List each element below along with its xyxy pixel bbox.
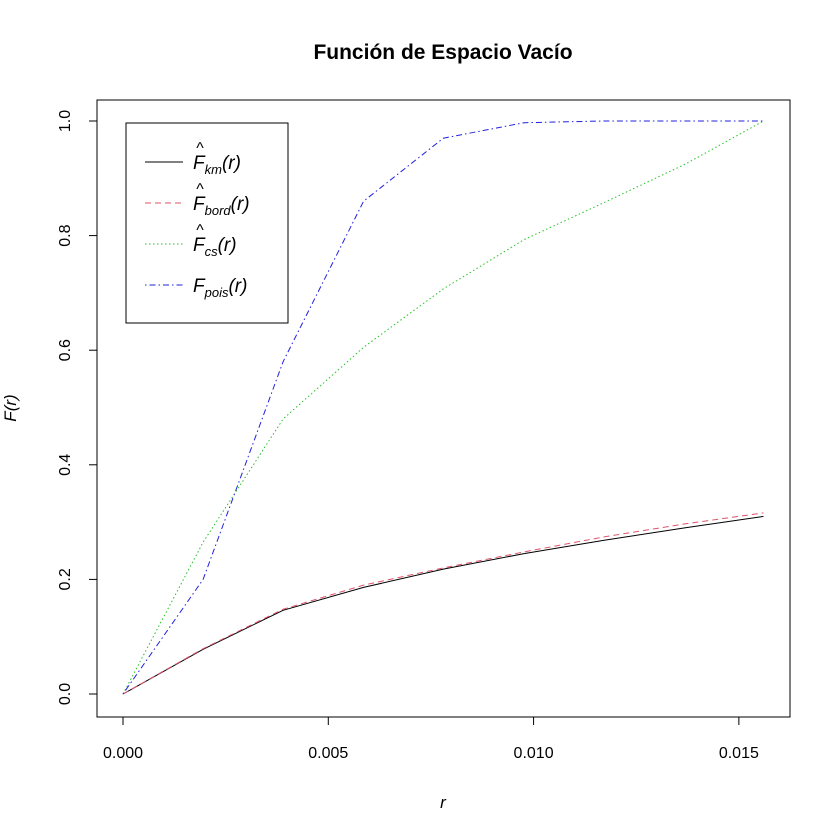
legend: ^Fkm(r)^Fbord(r)^Fcs(r)Fpois(r)	[125, 122, 289, 324]
y-axis: 0.0 0.2 0.4 0.6 0.8 1.0	[57, 110, 98, 705]
legend-hat-mark: ^	[196, 140, 204, 157]
x-tick-label: 0.005	[308, 745, 348, 762]
y-tick-label: 0.4	[57, 454, 74, 476]
x-tick-label: 0.010	[514, 745, 554, 762]
legend-hat-mark: ^	[196, 181, 204, 198]
y-tick-label: 0.6	[57, 339, 74, 361]
x-axis: 0.000 0.005 0.010 0.015	[103, 716, 759, 762]
legend-label-cs: Fcs(r)	[193, 235, 237, 259]
y-tick-label: 0.2	[57, 568, 74, 590]
y-tick-label: 1.0	[57, 110, 74, 132]
legend-hat-mark: ^	[196, 222, 204, 239]
legend-label-pois: Fpois(r)	[193, 276, 247, 300]
x-tick-label: 0.015	[719, 745, 759, 762]
y-tick-label: 0.8	[57, 224, 74, 246]
legend-label-km: Fkm(r)	[193, 153, 241, 177]
y-axis-label: F(r)	[1, 394, 20, 421]
series-line-cs	[122, 120, 764, 695]
legend-box	[125, 122, 289, 324]
x-axis-label: r	[440, 793, 447, 812]
series-line-bord	[122, 512, 764, 695]
legend-label-bord: Fbord(r)	[193, 194, 250, 218]
y-tick-label: 0.0	[57, 683, 74, 705]
series-line-km	[122, 515, 764, 695]
x-tick-label: 0.000	[103, 745, 143, 762]
series-line-pois	[122, 120, 764, 695]
series-layer	[122, 120, 764, 695]
chart-title: Función de Espacio Vacío	[313, 41, 572, 64]
